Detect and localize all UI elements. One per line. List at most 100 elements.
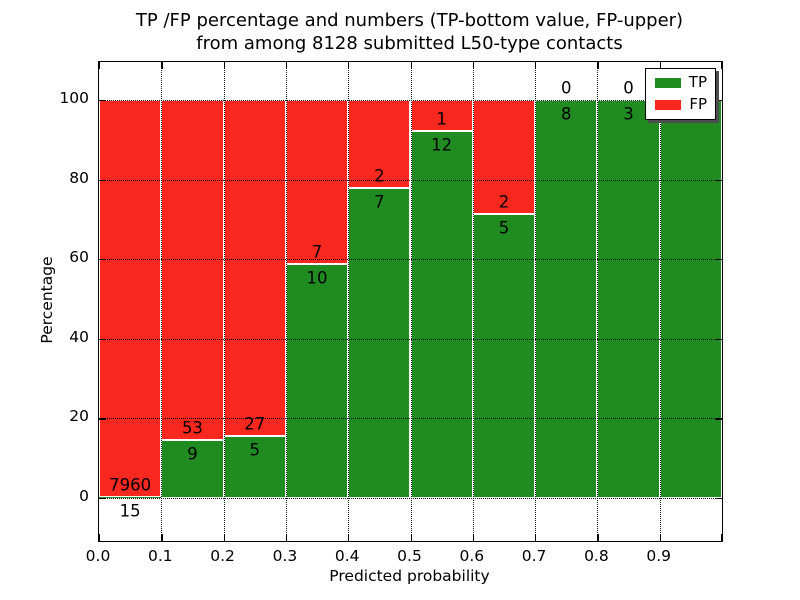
x-gridline: [472, 62, 474, 541]
y-tick: [99, 259, 106, 261]
legend-item-fp: FP: [655, 97, 707, 112]
x-tick: [659, 534, 661, 541]
y-tick: [715, 338, 722, 341]
x-tick: [720, 534, 723, 541]
y-tick-label: 20: [69, 407, 89, 426]
y-tick: [715, 418, 722, 420]
y-tick: [715, 259, 722, 261]
x-tick: [472, 62, 475, 69]
x-tick: [472, 534, 475, 541]
y-tick: [99, 179, 106, 181]
x-tick: [535, 62, 537, 69]
x-gridline: [410, 62, 412, 541]
y-tick: [99, 338, 106, 341]
fp-count-label: 7960: [109, 475, 152, 495]
tp-count-label: 5: [249, 440, 261, 460]
y-tick-label: 80: [69, 168, 89, 187]
tp-bar-segment: [348, 188, 411, 498]
x-tick: [161, 534, 163, 541]
chart-title: TP /FP percentage and numbers (TP-bottom…: [98, 9, 721, 55]
x-tick: [348, 534, 350, 541]
y-tick-label: 60: [69, 248, 89, 267]
tp-bar-segment: [410, 130, 473, 498]
tp-count-label: 5: [498, 218, 510, 238]
fp-bar-segment: [223, 100, 286, 436]
fp-count-label: 27: [244, 414, 266, 434]
x-tick: [99, 534, 101, 541]
tp-count-label: 15: [119, 501, 141, 521]
x-gridline: [659, 62, 661, 541]
chart-title-line1: TP /FP percentage and numbers (TP-bottom…: [135, 10, 684, 31]
tp-bar-segment: [285, 263, 349, 498]
x-tick: [410, 534, 412, 541]
fp-count-label: 2: [498, 192, 510, 212]
x-tick: [285, 62, 288, 69]
chart-title-line2: from among 8128 submitted L50-type conta…: [196, 33, 623, 54]
fp-count-label: 0: [623, 78, 634, 98]
x-tick-label: 0.4: [334, 547, 360, 565]
tp-count-label: 9: [187, 444, 198, 464]
legend-item-tp: TP: [655, 75, 707, 90]
fp-legend-label: FP: [689, 95, 707, 113]
tp-bar-segment: [597, 100, 660, 498]
x-tick-label: 0.2: [210, 547, 235, 565]
x-tick: [659, 62, 661, 69]
x-tick: [161, 62, 163, 69]
fp-count-label: 53: [181, 418, 203, 438]
tp-count-label: 12: [431, 135, 453, 155]
y-tick-label: 0: [79, 487, 89, 505]
x-tick-label: 0.3: [272, 547, 298, 565]
x-tick: [285, 534, 288, 541]
legend: TP FP: [645, 68, 716, 120]
tp-count-label: 3: [623, 104, 634, 124]
x-tick-label: 0.5: [397, 547, 422, 565]
tp-legend-swatch: [655, 77, 681, 88]
y-tick-label: 100: [59, 89, 89, 107]
x-axis-label: Predicted probability: [329, 567, 490, 585]
tp-count-label: 8: [561, 104, 572, 124]
x-gridline: [285, 62, 287, 541]
plot-area: TP FP 7960155392757102711225080302: [98, 61, 723, 542]
fp-bar-segment: [99, 100, 162, 498]
x-tick: [535, 534, 537, 541]
x-tick-label: 0.9: [646, 547, 672, 565]
fp-count-label: 2: [374, 166, 385, 186]
x-tick: [348, 62, 350, 69]
y-tick-label: 40: [69, 327, 89, 346]
x-tick: [99, 62, 101, 69]
x-gridline: [535, 62, 537, 541]
y-tick: [715, 100, 722, 102]
x-tick-label: 0.8: [584, 547, 609, 565]
x-tick: [223, 62, 225, 69]
y-tick: [99, 498, 106, 500]
tp-count-label: 10: [306, 268, 328, 288]
x-gridline: [348, 62, 350, 541]
tp-bar-segment: [659, 100, 722, 498]
y-tick: [715, 179, 722, 181]
x-tick-label: 0.7: [521, 547, 547, 565]
tp-legend-label: TP: [688, 73, 707, 91]
x-tick-label: 0.6: [459, 547, 485, 565]
tp-bar-segment: [535, 100, 598, 498]
y-tick: [99, 418, 106, 420]
tp-bar-segment: [223, 435, 286, 498]
fp-count-label: 0: [561, 78, 572, 98]
x-tick: [223, 534, 225, 541]
tp-bar-segment: [99, 497, 162, 498]
x-gridline: [161, 62, 163, 541]
fp-bar-segment: [348, 100, 411, 189]
x-tick-label: 0.1: [147, 547, 173, 565]
tp-count-label: 7: [374, 192, 385, 212]
x-tick: [720, 62, 723, 69]
x-tick: [597, 62, 599, 69]
x-tick: [597, 534, 599, 541]
y-tick: [715, 498, 722, 500]
y-tick: [99, 100, 106, 102]
x-tick: [410, 62, 412, 69]
x-gridline: [223, 62, 225, 541]
fp-count-label: 7: [311, 242, 323, 262]
fp-legend-swatch: [655, 99, 681, 110]
fp-bar-segment: [285, 100, 349, 264]
x-tick-label: 0.0: [85, 547, 111, 565]
